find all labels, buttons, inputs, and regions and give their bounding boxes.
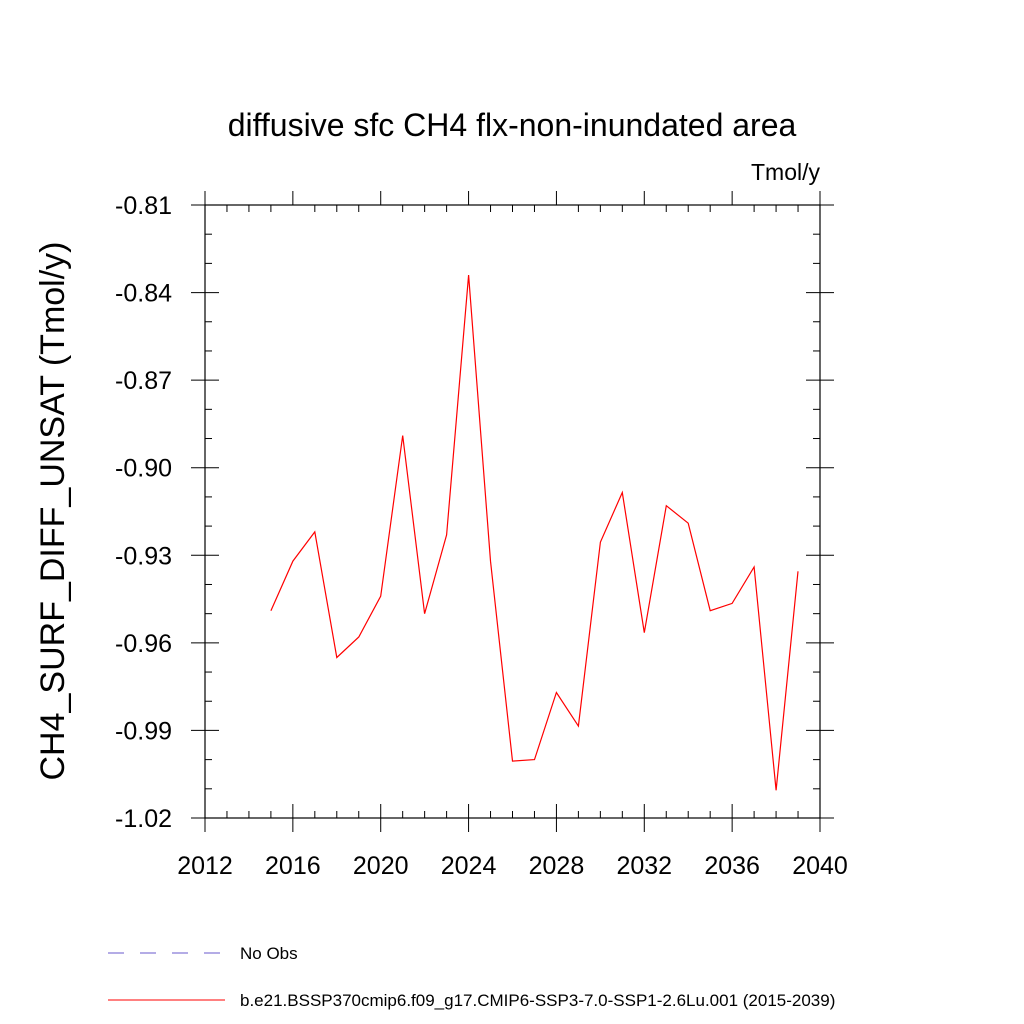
minor-ticks: [205, 205, 820, 818]
y-tick-label: -0.96: [115, 630, 172, 658]
x-tick-label: 2024: [441, 852, 497, 880]
y-tick-label: -0.99: [115, 717, 172, 745]
chart-title: diffusive sfc CH4 flx-non-inundated area: [228, 107, 797, 143]
x-tick-label: 2020: [353, 852, 409, 880]
x-tick-label: 2016: [265, 852, 321, 880]
x-tick-label: 2012: [177, 852, 233, 880]
y-axis: -0.81 -0.84 -0.87 -0.90 -0.93 -0.96 -0.99 -1.02: [115, 192, 834, 833]
series-layer: [270, 275, 799, 791]
y-axis-label: CH4_SURF_DIFF_UNSAT (Tmol/y): [34, 241, 72, 780]
x-tick-label: 2032: [616, 852, 672, 880]
x-tick-label: 2036: [704, 852, 760, 880]
units-label: Tmol/y: [751, 159, 821, 185]
plot-frame: [204, 204, 821, 819]
series-line: [270, 275, 799, 791]
x-tick-label: 2028: [529, 852, 585, 880]
x-tick-label: 2040: [792, 852, 848, 880]
x-axis: 2012 2016 2020 2024 2028 2032 2036 2040: [177, 191, 848, 880]
y-tick-label: -0.93: [115, 542, 172, 570]
legend-label-no-obs: No Obs: [240, 944, 298, 963]
y-tick-label: -0.87: [115, 367, 172, 395]
y-tick-label: -0.84: [115, 280, 172, 308]
y-tick-label: -0.81: [115, 192, 172, 220]
y-tick-label: -0.90: [115, 455, 172, 483]
legend-label-model-run: b.e21.BSSP370cmip6.f09_g17.CMIP6-SSP3-7.…: [240, 991, 835, 1010]
legend: No Obs b.e21.BSSP370cmip6.f09_g17.CMIP6-…: [108, 944, 835, 1010]
y-tick-label: -1.02: [115, 805, 172, 833]
